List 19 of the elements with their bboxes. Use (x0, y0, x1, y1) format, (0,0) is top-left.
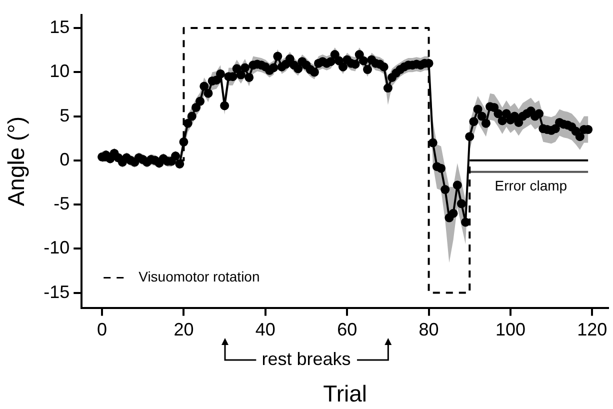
y-tick-label: 0 (60, 149, 70, 170)
x-tick-label: 0 (97, 320, 108, 340)
text: rest breaks (262, 348, 351, 369)
y-tick-label: 15 (50, 17, 70, 38)
y-tick-label: -10 (44, 238, 70, 258)
x-tick-label: 100 (495, 320, 526, 340)
x-tick-label: 80 (418, 320, 439, 340)
y-tick-label: -5 (54, 194, 70, 214)
x-tick-label: 120 (577, 320, 608, 340)
y-tick-label: 10 (50, 61, 70, 82)
y-tick-label: -15 (44, 282, 70, 302)
x-tick-label: 40 (255, 320, 276, 340)
y-tick-label: 5 (60, 105, 70, 126)
x-axis-title: Trial (323, 380, 367, 407)
x-tick-label: 60 (337, 320, 358, 340)
annotation: Error clamp (494, 178, 568, 194)
legend-label: Visuomotor rotation (138, 268, 260, 285)
y-axis-title: Angle (°) (3, 116, 30, 206)
x-tick-label: 20 (174, 320, 194, 340)
